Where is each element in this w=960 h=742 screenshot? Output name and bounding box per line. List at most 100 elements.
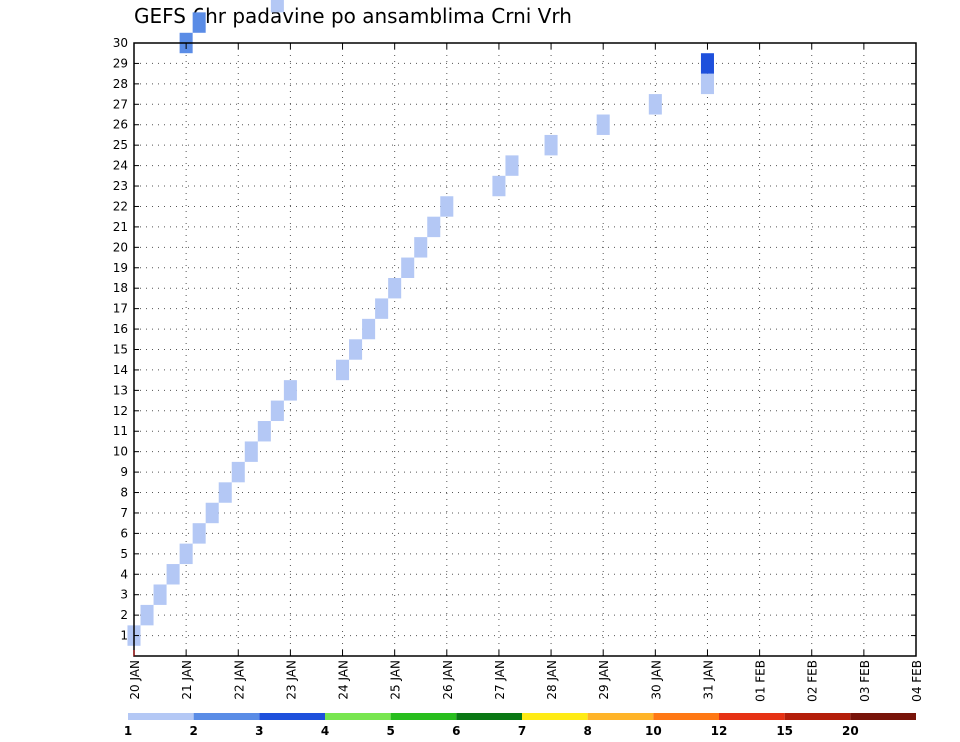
heat-cell: [244, 441, 258, 462]
y-tick-label: 18: [113, 281, 128, 295]
x-tick-label: 30 JAN: [649, 660, 663, 700]
heat-cell: [414, 237, 428, 258]
x-tick-label: 20 JAN: [128, 660, 142, 700]
y-tick-label: 3: [120, 588, 128, 602]
x-tick-label: 01 FEB: [754, 660, 768, 702]
y-tick-label: 28: [113, 77, 128, 91]
colorbar-label: 15: [776, 724, 793, 738]
heat-cell: [218, 482, 232, 503]
colorbar-swatch: [784, 713, 851, 720]
x-tick-label: 22 JAN: [232, 660, 246, 700]
y-tick-label: 14: [113, 363, 128, 377]
y-tick-label: 19: [113, 261, 128, 275]
heat-cell: [257, 421, 271, 442]
x-tick-label: 24 JAN: [337, 660, 351, 700]
heat-cell: [648, 94, 662, 115]
colorbar-swatch: [390, 713, 457, 720]
y-tick-label: 25: [113, 138, 128, 152]
x-tick-label: 28 JAN: [545, 660, 559, 700]
colorbar-swatch: [259, 713, 325, 720]
heat-cell: [427, 216, 441, 238]
colorbar-swatch: [456, 713, 522, 720]
heat-cell: [179, 543, 193, 565]
grid-layer: [134, 43, 916, 656]
colorbar-label: 1: [124, 724, 132, 738]
heat-cell: [492, 175, 506, 197]
colorbar-swatch: [850, 713, 916, 720]
colorbar-label: 6: [452, 724, 460, 738]
heat-cell: [505, 155, 519, 176]
colorbar-swatch: [587, 713, 654, 720]
y-tick-label: 4: [120, 567, 128, 581]
x-tick-label: 25 JAN: [389, 660, 403, 700]
heat-cell: [140, 604, 154, 626]
colorbar-label: 10: [645, 724, 662, 738]
x-tick-label: 03 FEB: [858, 660, 872, 702]
heat-cell: [270, 400, 284, 422]
heat-cell: [388, 277, 402, 299]
y-tick-label: 10: [113, 445, 128, 459]
y-tick-label: 24: [113, 159, 128, 173]
heat-cell: [401, 257, 415, 278]
y-tick-label: 1: [120, 629, 128, 643]
y-tick-label: 16: [113, 322, 128, 336]
x-tick-label: 31 JAN: [701, 660, 715, 700]
heat-cell: [231, 461, 245, 483]
colorbar-swatch: [653, 713, 719, 720]
y-tick-label: 21: [113, 220, 128, 234]
y-tick-label: 20: [113, 240, 128, 254]
x-tick-label: 04 FEB: [910, 660, 924, 702]
colorbar: 1 2 3 4 5 6 7 8 10 12 15 20: [124, 713, 916, 738]
heat-cell: [192, 12, 206, 33]
colorbar-label: 4: [321, 724, 329, 738]
colorbar-label: 5: [386, 724, 394, 738]
y-tick-label: 13: [113, 383, 128, 397]
colorbar-label: 12: [711, 724, 728, 738]
colorbar-swatch: [719, 713, 785, 720]
colorbar-swatch: [128, 713, 194, 720]
y-tick-label: 29: [113, 56, 128, 70]
heat-cell: [375, 298, 389, 319]
heat-cell: [349, 339, 363, 360]
x-tick-label: 23 JAN: [284, 660, 298, 700]
y-tick-label: 2: [120, 608, 128, 622]
y-tick-label: 6: [120, 526, 128, 540]
colorbar-label: 7: [518, 724, 526, 738]
y-tick-label: 23: [113, 179, 128, 193]
heat-cell: [205, 502, 219, 524]
y-tick-label: 11: [113, 424, 128, 438]
y-tick-label: 30: [113, 36, 128, 50]
colorbar-swatch: [522, 713, 588, 720]
colorbar-swatch: [325, 713, 391, 720]
colorbar-swatch: [193, 713, 260, 720]
chart-title: GEFS 6hr padavine po ansamblima Crni Vrh: [134, 4, 572, 28]
heat-cell: [362, 318, 376, 340]
x-tick-label: 29 JAN: [597, 660, 611, 700]
y-tick-label: 8: [120, 486, 128, 500]
heat-cell: [270, 0, 284, 13]
x-tick-label: 26 JAN: [441, 660, 455, 700]
heat-cell: [336, 359, 350, 381]
heat-cell: [166, 564, 180, 585]
colorbar-label: 8: [583, 724, 591, 738]
heat-cell: [192, 523, 206, 544]
heat-cell: [544, 134, 558, 156]
colorbar-label: 20: [842, 724, 859, 738]
x-tick-label: 21 JAN: [180, 660, 194, 700]
colorbar-label: 2: [189, 724, 197, 738]
y-tick-label: 17: [113, 302, 128, 316]
x-tick-label: 02 FEB: [806, 660, 820, 702]
x-tick-label: 27 JAN: [493, 660, 507, 700]
y-tick-label: 15: [113, 343, 128, 357]
heat-cell: [440, 196, 454, 217]
heat-cell: [596, 114, 610, 135]
y-tick-label: 12: [113, 404, 128, 418]
y-axis: 1234567891011121314151617181920212223242…: [113, 36, 916, 643]
y-tick-label: 5: [120, 547, 128, 561]
y-tick-label: 9: [120, 465, 128, 479]
y-tick-label: 7: [120, 506, 128, 520]
heat-cell: [153, 584, 167, 605]
y-tick-label: 27: [113, 97, 128, 111]
y-tick-label: 26: [113, 118, 128, 132]
